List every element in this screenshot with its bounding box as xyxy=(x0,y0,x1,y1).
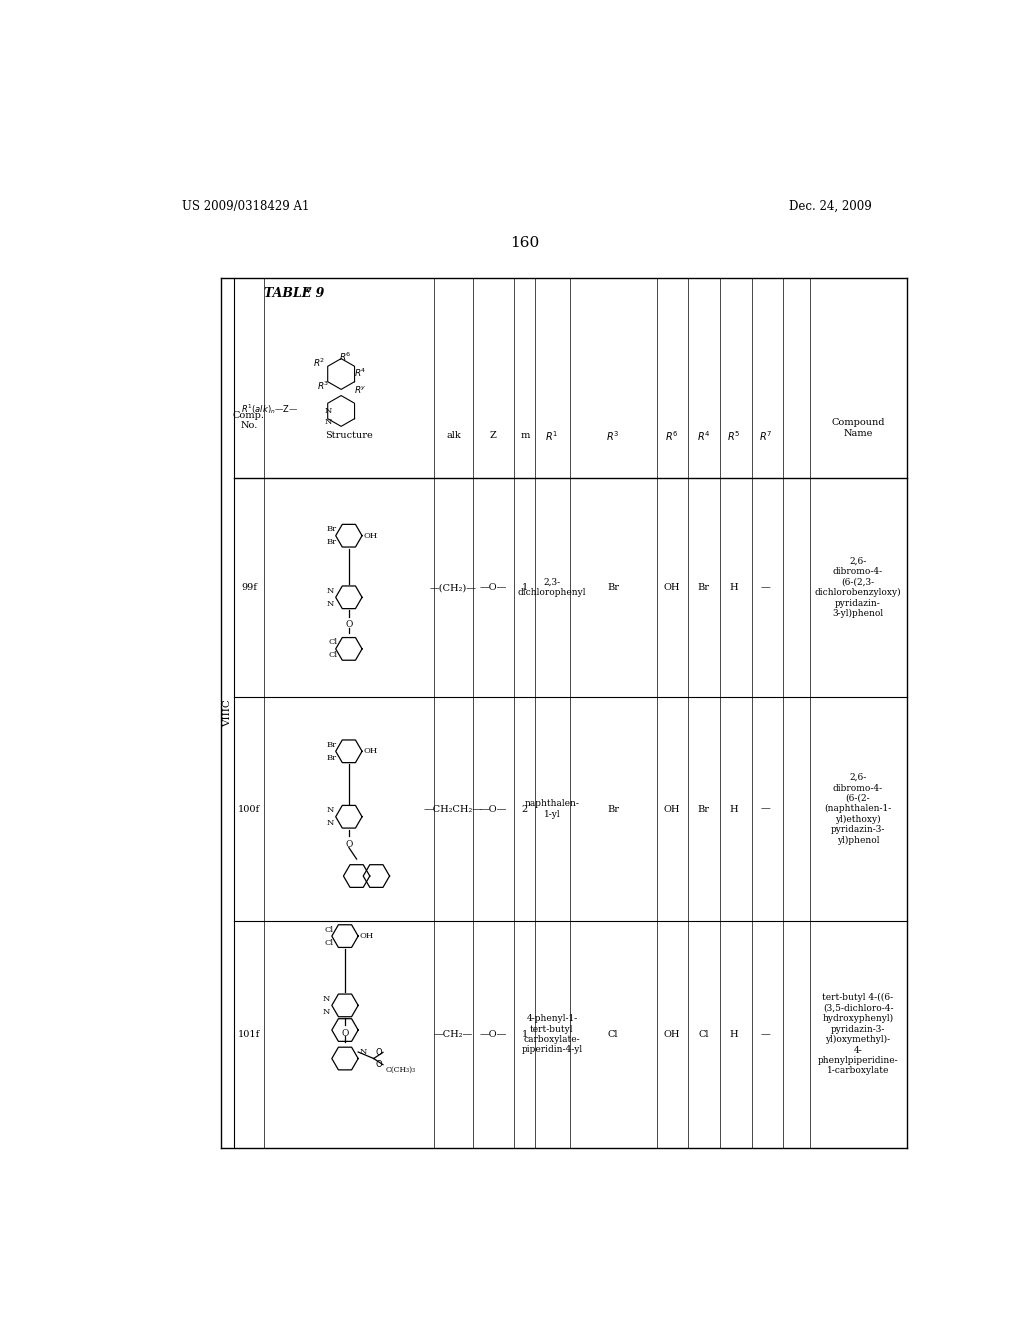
Text: 101f: 101f xyxy=(238,1030,260,1039)
Text: $R^7$: $R^7$ xyxy=(759,429,772,442)
Text: Compound
Name: Compound Name xyxy=(831,418,885,438)
Text: —CH₂—: —CH₂— xyxy=(434,1030,473,1039)
Text: —(CH₂)—: —(CH₂)— xyxy=(430,583,477,593)
Text: Dec. 24, 2009: Dec. 24, 2009 xyxy=(790,199,872,213)
Text: $R^6$: $R^6$ xyxy=(666,429,679,442)
Text: 2: 2 xyxy=(521,805,528,813)
Text: naphthalen-
1-yl: naphthalen- 1-yl xyxy=(524,800,580,818)
Text: 1: 1 xyxy=(521,1030,528,1039)
Text: O: O xyxy=(345,620,352,630)
Text: Br: Br xyxy=(607,583,620,593)
Text: alk: alk xyxy=(446,432,461,440)
Text: tert-butyl 4-((6-
(3,5-dichloro-4-
hydroxyphenyl)
pyridazin-3-
yl)oxymethyl)-
4-: tert-butyl 4-((6- (3,5-dichloro-4- hydro… xyxy=(818,993,898,1076)
Text: $R^4$: $R^4$ xyxy=(354,366,367,379)
Text: OH: OH xyxy=(364,532,378,540)
Text: Cl: Cl xyxy=(329,639,338,647)
Text: US 2009/0318429 A1: US 2009/0318429 A1 xyxy=(182,199,309,213)
Text: N: N xyxy=(323,995,331,1003)
Text: N: N xyxy=(327,599,334,607)
Text: VIIIC: VIIIC xyxy=(223,698,232,727)
Text: Cl: Cl xyxy=(324,925,333,933)
Text: C(CH₃)₃: C(CH₃)₃ xyxy=(385,1067,416,1074)
Text: H: H xyxy=(730,805,738,813)
Text: Cl: Cl xyxy=(608,1030,618,1039)
Text: Cl: Cl xyxy=(698,1030,709,1039)
Text: —O—: —O— xyxy=(479,805,507,813)
Text: N: N xyxy=(325,407,332,414)
Text: OH: OH xyxy=(664,805,680,813)
Text: —: — xyxy=(761,583,771,593)
Text: Br: Br xyxy=(327,539,337,546)
Text: 99f: 99f xyxy=(241,583,257,593)
Text: —: — xyxy=(761,1030,771,1039)
Text: TABLE 9: TABLE 9 xyxy=(263,286,324,300)
Text: 4-phenyl-1-
tert-butyl
carboxylate-
piperidin-4-yl: 4-phenyl-1- tert-butyl carboxylate- pipe… xyxy=(521,1014,583,1055)
Text: $R^1(alk)_n$—Z—: $R^1(alk)_n$—Z— xyxy=(241,401,299,416)
Text: Structure: Structure xyxy=(325,432,373,440)
Text: O: O xyxy=(376,1048,383,1057)
Text: Cl: Cl xyxy=(324,939,333,946)
Text: Br: Br xyxy=(327,525,337,533)
Text: Z: Z xyxy=(489,432,497,440)
Text: Br: Br xyxy=(327,741,337,748)
Text: 2,3-
dichlorophenyl: 2,3- dichlorophenyl xyxy=(518,578,586,598)
Text: Cl: Cl xyxy=(329,652,338,660)
Text: 2,6-
dibromo-4-
(6-(2-
(naphthalen-1-
yl)ethoxy)
pyridazin-3-
yl)phenol: 2,6- dibromo-4- (6-(2- (naphthalen-1- yl… xyxy=(824,774,892,845)
Text: —O—: —O— xyxy=(479,1030,507,1039)
Text: O: O xyxy=(341,1028,349,1038)
Text: OH: OH xyxy=(359,932,374,940)
Text: $R^y$: $R^y$ xyxy=(354,384,367,395)
Text: N: N xyxy=(323,1008,331,1016)
Text: $R^5$: $R^5$ xyxy=(727,429,740,442)
Text: Br: Br xyxy=(327,754,337,762)
Text: O: O xyxy=(376,1060,383,1069)
Text: N: N xyxy=(327,587,334,595)
Text: N: N xyxy=(325,417,332,426)
Text: $R^4$: $R^4$ xyxy=(697,429,711,442)
Text: m: m xyxy=(520,432,529,440)
Text: 1: 1 xyxy=(521,583,528,593)
Text: $R^2$: $R^2$ xyxy=(313,356,326,368)
Text: N: N xyxy=(327,807,334,814)
Text: $R^3$: $R^3$ xyxy=(606,429,620,442)
Text: H: H xyxy=(730,583,738,593)
Text: O: O xyxy=(345,840,352,849)
Text: —: — xyxy=(761,805,771,813)
Text: —CH₂CH₂—: —CH₂CH₂— xyxy=(424,805,483,813)
Text: $R^6$: $R^6$ xyxy=(339,351,351,363)
Text: Br: Br xyxy=(607,805,620,813)
Text: H: H xyxy=(730,1030,738,1039)
Text: Br: Br xyxy=(697,583,710,593)
Text: —O—: —O— xyxy=(479,583,507,593)
Text: Br: Br xyxy=(697,805,710,813)
Text: Comp.
No.: Comp. No. xyxy=(232,411,265,430)
Text: $R^3$: $R^3$ xyxy=(317,379,330,392)
Text: 160: 160 xyxy=(510,236,540,249)
Text: N: N xyxy=(327,820,334,828)
Text: $R^1$: $R^1$ xyxy=(546,429,558,442)
Text: 2,6-
dibromo-4-
(6-(2,3-
dichlorobenzyloxy)
pyridazin-
3-yl)phenol: 2,6- dibromo-4- (6-(2,3- dichlorobenzylo… xyxy=(815,557,901,618)
Text: e: e xyxy=(305,286,311,294)
Text: OH: OH xyxy=(664,1030,680,1039)
Text: N: N xyxy=(359,1048,367,1056)
Text: 100f: 100f xyxy=(238,805,260,813)
Text: OH: OH xyxy=(364,747,378,755)
Text: OH: OH xyxy=(664,583,680,593)
